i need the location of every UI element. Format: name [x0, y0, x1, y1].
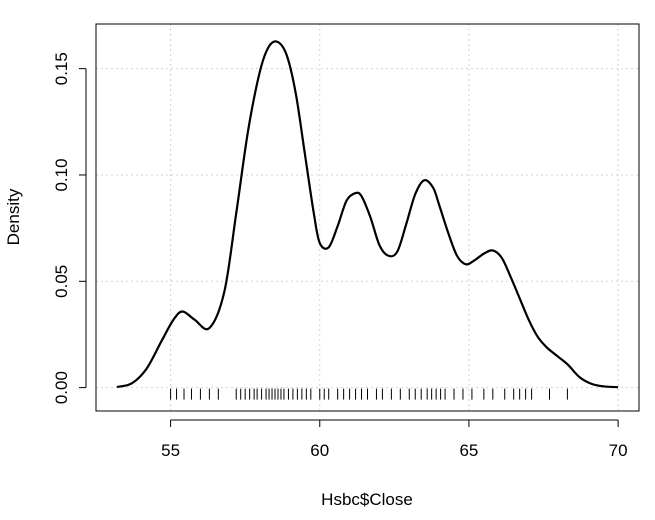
grid-lines	[96, 24, 639, 411]
y-tick-label: 0.00	[52, 371, 71, 404]
y-tick-label: 0.10	[52, 158, 71, 191]
x-tick-label: 60	[310, 441, 329, 460]
y-tick-label: 0.05	[52, 265, 71, 298]
plot-frame	[95, 23, 640, 412]
density-curve	[116, 40, 619, 389]
x-tick-label: 55	[161, 441, 180, 460]
x-tick-label: 65	[459, 441, 478, 460]
y-axis: 0.00 0.05 0.10 0.15	[52, 52, 87, 404]
x-tick-label: 70	[609, 441, 628, 460]
y-axis-label: Density	[4, 188, 23, 245]
x-axis: 55 60 65 70	[161, 419, 628, 460]
rug-marks	[170, 388, 568, 400]
x-axis-label: Hsbc$Close	[321, 490, 413, 509]
y-tick-label: 0.15	[52, 52, 71, 85]
